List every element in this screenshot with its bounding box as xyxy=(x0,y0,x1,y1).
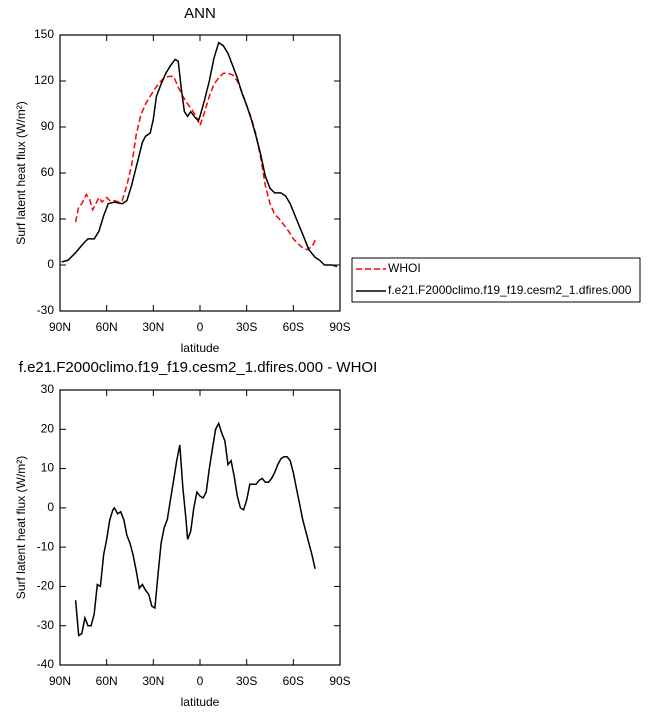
y-tick-label: -30 xyxy=(37,618,55,632)
legend-label: WHOI xyxy=(388,261,421,275)
x-tick-label: 60S xyxy=(283,674,304,688)
y-axis-label: Surf latent heat flux (W/m²) xyxy=(14,101,28,244)
x-tick-label: 30S xyxy=(236,320,257,334)
x-axis-label: latitude xyxy=(181,341,220,355)
y-tick-label: 30 xyxy=(41,382,55,396)
y-tick-label: 10 xyxy=(41,461,55,475)
x-tick-label: 90S xyxy=(329,320,350,334)
y-axis-label: Surf latent heat flux (W/m²) xyxy=(14,456,28,599)
chart-title: f.e21.F2000climo.f19_f19.cesm2_1.dfires.… xyxy=(19,359,378,376)
y-tick-label: -30 xyxy=(37,303,55,317)
y-tick-label: 90 xyxy=(41,119,55,133)
data-line xyxy=(74,72,318,251)
x-tick-label: 30N xyxy=(142,320,164,334)
y-tick-label: -40 xyxy=(37,657,55,671)
x-tick-label: 60N xyxy=(96,320,118,334)
y-tick-label: 60 xyxy=(41,165,55,179)
x-tick-label: 0 xyxy=(197,674,204,688)
y-tick-label: 0 xyxy=(47,500,54,514)
x-tick-label: 30N xyxy=(142,674,164,688)
y-tick-label: -10 xyxy=(37,539,55,553)
x-tick-label: 60N xyxy=(96,674,118,688)
y-tick-label: 20 xyxy=(41,421,55,435)
x-tick-label: 90S xyxy=(329,674,350,688)
data-line xyxy=(74,421,316,637)
data-line xyxy=(61,41,338,268)
y-tick-label: -20 xyxy=(37,579,55,593)
x-tick-label: 0 xyxy=(197,320,204,334)
y-tick-label: 120 xyxy=(34,73,54,87)
x-tick-label: 90N xyxy=(49,674,71,688)
legend-label: f.e21.F2000climo.f19_f19.cesm2_1.dfires.… xyxy=(388,283,632,297)
y-tick-label: 0 xyxy=(47,257,54,271)
legend-box xyxy=(351,257,641,303)
chart-title: ANN xyxy=(184,5,216,22)
x-tick-label: 30S xyxy=(236,674,257,688)
x-axis-label: latitude xyxy=(181,695,220,709)
plot-frame xyxy=(59,389,341,666)
y-tick-label: 30 xyxy=(41,211,55,225)
plot-frame xyxy=(59,34,341,312)
x-tick-label: 60S xyxy=(283,320,304,334)
y-tick-label: 150 xyxy=(34,27,54,41)
x-tick-label: 90N xyxy=(49,320,71,334)
